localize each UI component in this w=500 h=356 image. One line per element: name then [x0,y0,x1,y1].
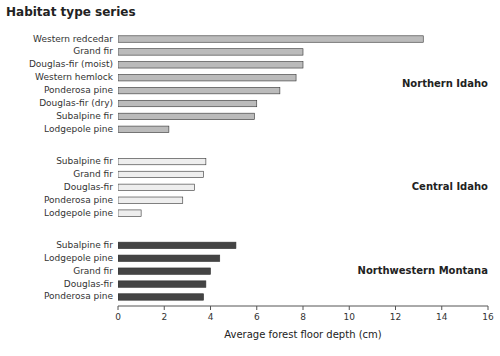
x-tick-label: 12 [390,312,401,322]
bar [118,113,254,119]
bar [118,184,194,190]
chart: Habitat type series Western redcedar Grand… [0,0,500,356]
bar [118,281,206,287]
y-tick-label: Ponderosa pine [44,195,114,205]
y-tick-label: Douglas-fir (moist) [29,59,113,69]
y-tick-label: Grand fir [73,46,113,56]
x-tick-label: 2 [161,312,167,322]
group-label: Northwestern Montana [358,265,488,276]
bar [118,100,257,106]
y-tick-label: Subalpine fir [56,111,113,121]
y-tick-label: Grand fir [73,169,113,179]
bar [118,268,211,274]
x-tick-label: 4 [208,312,214,322]
y-tick-label: Subalpine fir [56,240,113,250]
x-tick-label: 10 [344,312,356,322]
y-tick-label: Western redcedar [33,34,113,44]
bar [118,87,280,93]
x-tick [256,306,257,310]
bar [118,126,169,132]
x-tick [441,306,442,310]
bar [118,255,220,261]
y-tick-label: Lodgepole pine [44,253,113,263]
y-tick-label: Lodgepole pine [44,124,113,134]
x-tick-label: 0 [115,312,121,322]
x-tick [118,306,119,310]
y-tick-label: Lodgepole pine [44,208,113,218]
bar [118,74,296,80]
y-tick-label: Western hemlock [35,72,114,82]
x-tick-label: 14 [436,312,448,322]
bar [118,210,141,216]
x-tick-label: 16 [482,312,494,322]
y-tick-label: Subalpine fir [56,156,113,166]
x-tick [488,306,489,310]
y-tick-label: Grand fir [73,266,113,276]
group-label: Northern Idaho [402,78,488,89]
bar [118,158,206,164]
x-tick [164,306,165,310]
bar [118,171,204,177]
bars [118,36,423,300]
group-label: Central Idaho [412,181,488,192]
title: Habitat type series [6,5,136,19]
bar [118,49,303,55]
bar [118,294,204,300]
y-tick-label: Ponderosa pine [44,291,114,301]
bar [118,242,236,248]
bar [118,62,303,68]
bar [118,197,183,203]
x-tick [349,306,350,310]
x-axis-label: Average forest floor depth (cm) [224,329,381,340]
y-tick-label: Douglas-fir [64,182,113,192]
x-tick-label: 6 [254,312,260,322]
x-tick [395,306,396,310]
x-tick-label: 8 [300,312,306,322]
bar [118,36,423,42]
x-tick [210,306,211,310]
x-tick [303,306,304,310]
y-tick-label: Douglas-fir (dry) [39,98,113,108]
y-tick-label: Douglas-fir [64,279,113,289]
y-tick-label: Ponderosa pine [44,85,114,95]
